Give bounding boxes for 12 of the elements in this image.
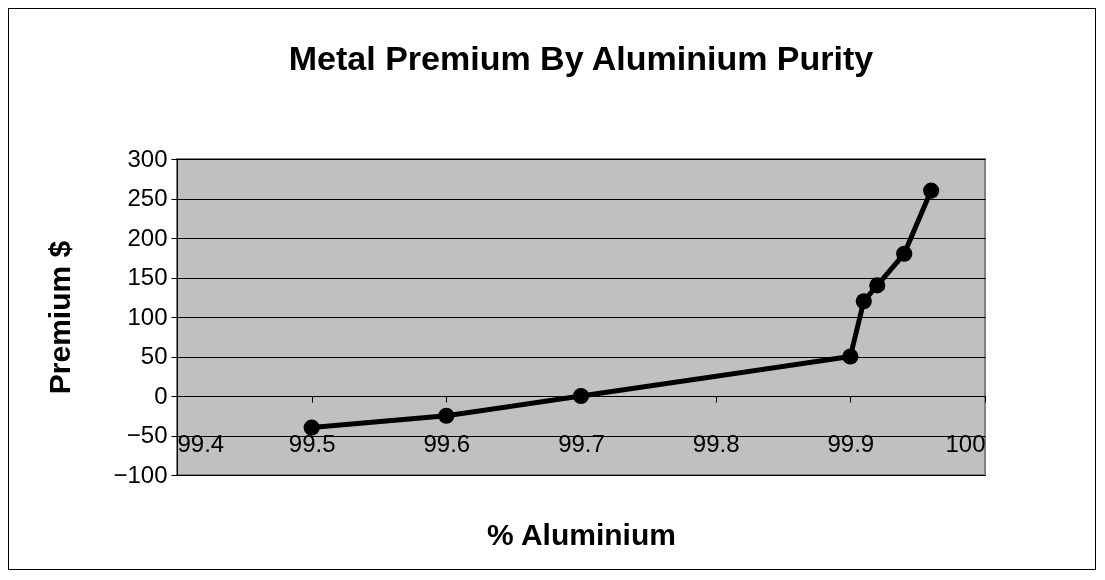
x-axis-title: % Aluminium bbox=[487, 517, 676, 551]
y-tick-label: 150 bbox=[127, 263, 168, 290]
y-tick-label: 0 bbox=[154, 381, 168, 409]
y-tick-label: 50 bbox=[140, 342, 168, 369]
y-tick-label: 200 bbox=[127, 223, 168, 251]
chart-title: Metal Premium By Aluminium Purity bbox=[288, 39, 874, 77]
y-axis-title: Premium $ bbox=[42, 240, 76, 395]
y-tick-label: −50 bbox=[126, 421, 168, 448]
y-tick-label: 100 bbox=[127, 302, 168, 330]
y-tick-label: 300 bbox=[127, 144, 168, 172]
y-tick-label: 250 bbox=[127, 184, 168, 211]
y-tick-label: −100 bbox=[113, 460, 168, 488]
